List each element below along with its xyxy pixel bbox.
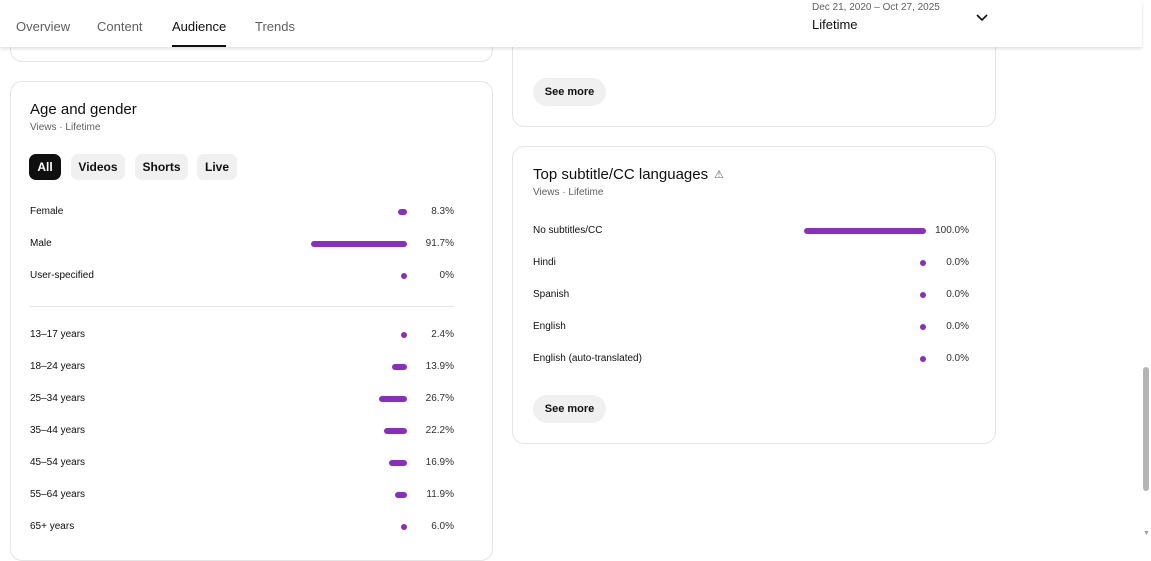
bar: [920, 356, 926, 362]
list-item: 35–44 years 22.2%: [30, 423, 454, 439]
row-label: No subtitles/CC: [533, 225, 603, 236]
chip-all[interactable]: All: [29, 154, 61, 180]
bar: [310, 241, 407, 247]
divider: [30, 306, 454, 307]
row-label: English (auto-translated): [533, 353, 642, 364]
list-item: 45–54 years 16.9%: [30, 455, 454, 471]
row-label: 55–64 years: [30, 489, 86, 500]
row-label: Female: [30, 206, 64, 217]
row-value: 91.7%: [425, 238, 454, 249]
row-label: Male: [30, 238, 52, 249]
bar: [920, 324, 926, 330]
row-value: 0.0%: [946, 353, 969, 364]
row-value: 16.9%: [425, 457, 454, 468]
row-value: 0.0%: [946, 321, 969, 332]
row-value: 2.4%: [431, 329, 454, 340]
list-item: Male 91.7%: [30, 236, 454, 252]
row-label: 45–54 years: [30, 457, 86, 468]
row-label: 35–44 years: [30, 425, 86, 436]
list-item: No subtitles/CC 100.0%: [533, 223, 969, 239]
tab-audience[interactable]: Audience: [172, 19, 227, 47]
bar: [920, 292, 926, 298]
scrollbar-thumb[interactable]: [1143, 367, 1149, 491]
card-title: Top subtitle/CC languages: [533, 166, 709, 183]
row-value: 13.9%: [425, 361, 454, 372]
row-label: User-specified: [30, 270, 94, 281]
bar: [400, 524, 407, 530]
scroll-down-arrow-icon[interactable]: ▼: [1143, 530, 1150, 537]
row-value: 0%: [439, 270, 454, 281]
row-label: English: [533, 321, 566, 332]
list-item: 55–64 years 11.9%: [30, 487, 454, 503]
row-label: Hindi: [533, 257, 556, 268]
row-value: 11.9%: [426, 489, 454, 500]
list-item: 65+ years 6.0%: [30, 519, 454, 535]
list-item: 18–24 years 13.9%: [30, 359, 454, 375]
list-item: Female 8.3%: [30, 204, 454, 220]
subtitles-card: [512, 146, 996, 444]
warning-triangle-icon[interactable]: ⚠: [714, 169, 724, 181]
see-more-button[interactable]: See more: [533, 78, 606, 106]
bar: [920, 260, 926, 266]
see-more-button[interactable]: See more: [533, 395, 606, 423]
card-subtitle: Views · Lifetime: [533, 187, 604, 198]
card-title: Age and gender: [30, 101, 137, 118]
row-value: 8.3%: [431, 206, 454, 217]
chevron-down-icon[interactable]: [975, 11, 989, 25]
row-value: 0.0%: [946, 257, 969, 268]
list-item: 25–34 years 26.7%: [30, 391, 454, 407]
list-item: 13–17 years 2.4%: [30, 327, 454, 343]
tab-trends[interactable]: Trends: [255, 19, 295, 34]
chip-shorts[interactable]: Shorts: [135, 154, 188, 180]
row-label: 18–24 years: [30, 361, 86, 372]
row-value: 22.2%: [425, 425, 454, 436]
bar: [394, 492, 407, 498]
row-value: 100.0%: [935, 225, 969, 236]
bar: [401, 332, 407, 338]
list-item: English 0.0%: [533, 319, 969, 335]
list-item: User-specified 0%: [30, 268, 454, 284]
bar: [378, 396, 407, 402]
bar: [392, 364, 407, 370]
row-label: 13–17 years: [30, 329, 86, 340]
row-label: Spanish: [533, 289, 570, 300]
chip-live[interactable]: Live: [197, 154, 237, 180]
date-range-text[interactable]: Dec 21, 2020 – Oct 27, 2025: [812, 2, 940, 13]
bar: [383, 428, 407, 434]
tab-overview[interactable]: Overview: [16, 19, 71, 34]
row-value: 26.7%: [425, 393, 454, 404]
bar: [389, 460, 407, 466]
row-label: 25–34 years: [30, 393, 86, 404]
list-item: Hindi 0.0%: [533, 255, 969, 271]
date-range-label[interactable]: Lifetime: [812, 17, 858, 32]
tab-content[interactable]: Content: [97, 19, 143, 34]
list-item: Spanish 0.0%: [533, 287, 969, 303]
header: Overview Content Audience Trends Dec 21,…: [0, 0, 1142, 47]
bar: [401, 273, 407, 279]
list-item: English (auto-translated) 0.0%: [533, 351, 969, 367]
bar: [398, 209, 407, 215]
row-value: 6.0%: [431, 521, 454, 532]
row-label: 65+ years: [30, 521, 75, 532]
chip-videos[interactable]: Videos: [71, 154, 125, 180]
card-subtitle: Views · Lifetime: [30, 122, 101, 133]
bar: [804, 228, 926, 234]
row-value: 0.0%: [946, 289, 969, 300]
